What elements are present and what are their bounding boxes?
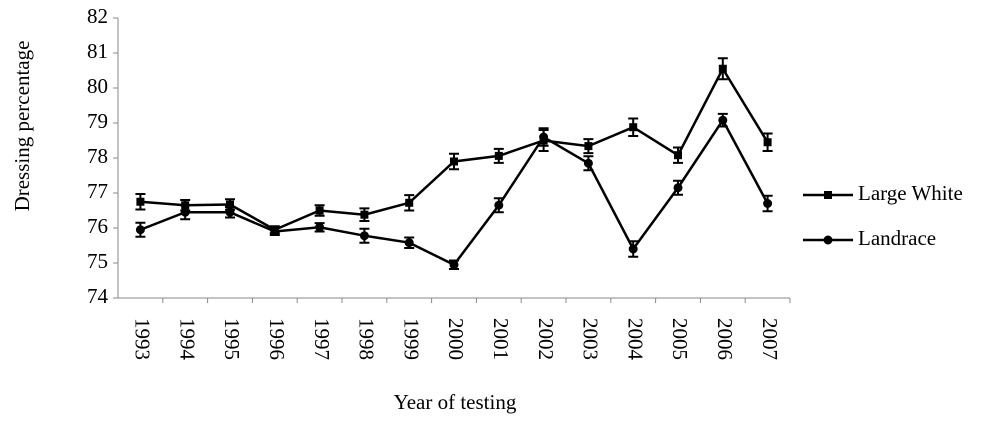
x-tick-label: 2000 (444, 318, 468, 360)
x-tick-label: 2001 (489, 318, 513, 360)
marker (136, 197, 145, 206)
series-line (139, 117, 769, 267)
legend-label: Large White (858, 181, 963, 205)
marker (225, 207, 235, 217)
x-tick-label: 1995 (220, 318, 244, 360)
marker (315, 222, 325, 232)
marker (360, 210, 369, 219)
y-tick-label: 74 (87, 284, 109, 308)
y-axis-title: Dressing percentage (10, 41, 34, 212)
y-tick-label: 81 (87, 39, 108, 63)
x-axis-title: Year of testing (394, 390, 517, 414)
marker (450, 157, 458, 166)
x-tick-label: 2006 (713, 318, 737, 360)
marker (718, 115, 728, 125)
marker (315, 206, 324, 215)
series-line (140, 66, 769, 232)
x-tick-label: 2005 (668, 318, 692, 360)
y-tick-label: 77 (87, 179, 108, 203)
marker (494, 200, 504, 210)
x-tick-label: 2003 (579, 318, 603, 360)
marker (583, 158, 593, 168)
legend-label: Landrace (858, 226, 936, 250)
marker (539, 132, 549, 142)
marker (270, 227, 280, 236)
marker (359, 231, 369, 241)
x-tick-label: 2004 (623, 318, 647, 361)
marker (674, 151, 682, 160)
x-tick-label: 1996 (265, 318, 289, 360)
y-tick-label: 79 (87, 109, 108, 133)
legend-marker (823, 235, 833, 245)
marker (763, 138, 772, 147)
marker (673, 183, 683, 193)
marker (404, 238, 414, 248)
legend-marker (824, 191, 832, 199)
x-tick-label: 2002 (534, 318, 558, 360)
y-tick-label: 78 (87, 144, 108, 168)
marker (584, 142, 593, 151)
y-tick-label: 82 (87, 4, 108, 28)
y-tick-label: 75 (87, 249, 108, 273)
y-tick-label: 80 (87, 74, 108, 98)
marker (226, 200, 234, 209)
x-tick-label: 1997 (310, 318, 334, 360)
marker (718, 64, 727, 73)
marker (135, 225, 145, 235)
x-tick-label: 1993 (131, 318, 155, 360)
x-tick-label: 1994 (175, 318, 199, 361)
marker (494, 151, 503, 160)
y-tick-label: 76 (87, 214, 108, 238)
x-tick-label: 1998 (355, 318, 379, 360)
marker (449, 260, 459, 270)
marker (763, 199, 773, 208)
x-tick-label: 2007 (758, 318, 782, 360)
marker (180, 207, 190, 217)
marker (629, 123, 638, 132)
marker (628, 244, 638, 254)
marker (405, 198, 414, 207)
x-tick-label: 1999 (399, 318, 423, 360)
